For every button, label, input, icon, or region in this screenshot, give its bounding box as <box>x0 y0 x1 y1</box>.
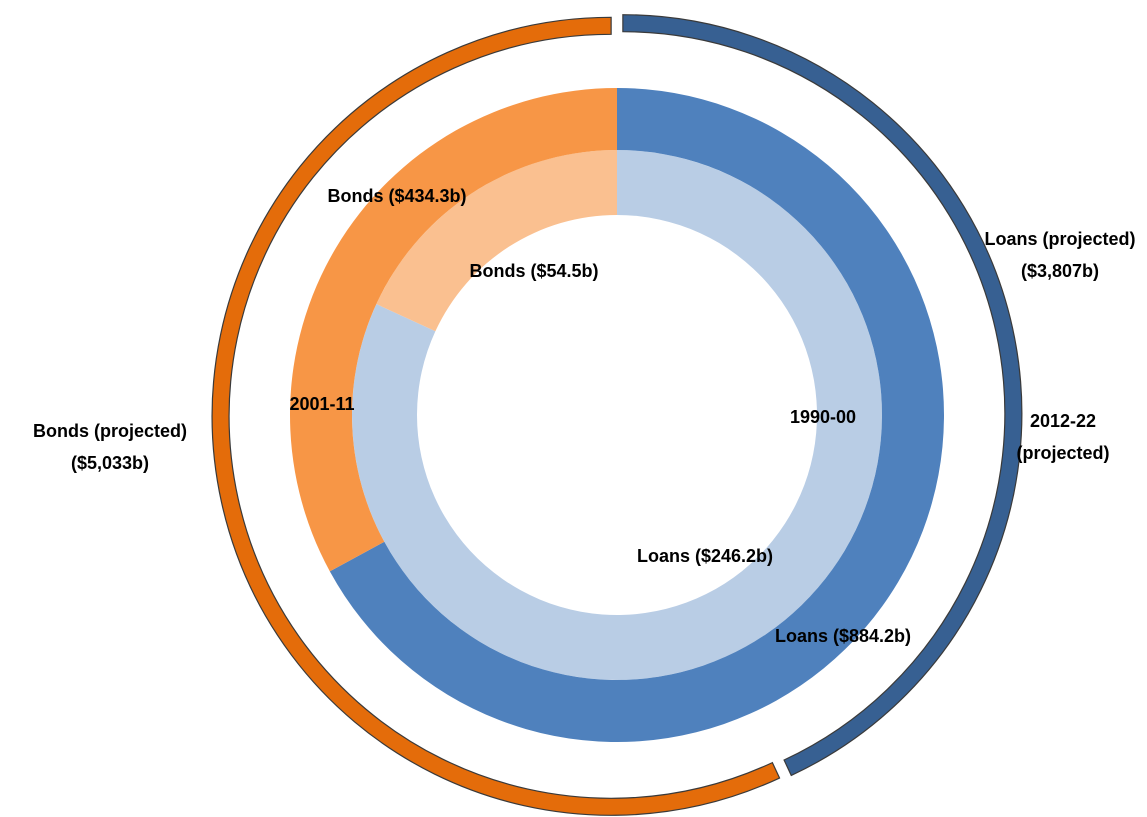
segment-label: Bonds ($54.5b) <box>469 261 598 281</box>
segment-label: ($5,033b) <box>71 453 149 473</box>
donut-segment <box>622 14 1023 777</box>
donut-segment <box>376 150 617 332</box>
ring-label: 1990-00 <box>790 407 856 427</box>
ring-label: 2012-22 <box>1030 411 1096 431</box>
segment-label: Loans ($884.2b) <box>775 626 911 646</box>
segment-label: Bonds (projected) <box>33 421 187 441</box>
segment-label: Bonds ($434.3b) <box>327 186 466 206</box>
ring-label: (projected) <box>1016 443 1109 463</box>
donut-segment <box>289 88 617 572</box>
donut-segment <box>211 16 781 816</box>
ring-label: 2001-11 <box>289 394 354 414</box>
segment-label: ($3,807b) <box>1021 261 1099 281</box>
segment-label: Loans (projected) <box>984 229 1135 249</box>
segment-label: Loans ($246.2b) <box>637 546 773 566</box>
